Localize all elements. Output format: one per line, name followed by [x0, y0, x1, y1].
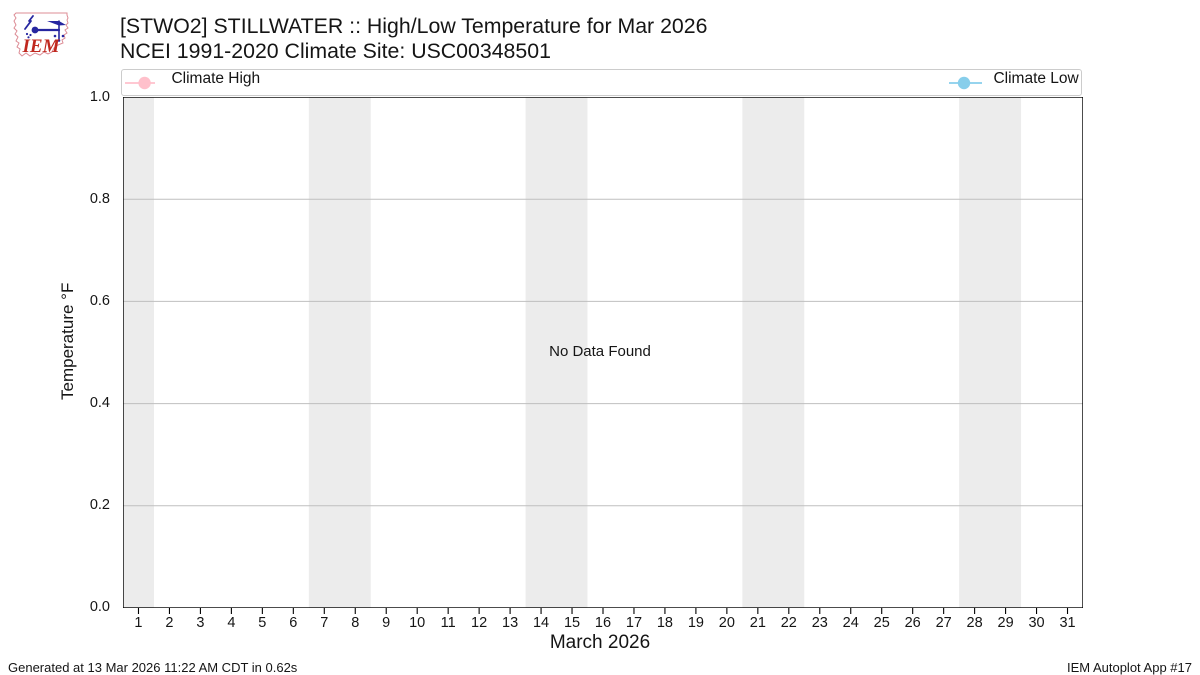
- svg-text:No Data Found: No Data Found: [549, 343, 651, 360]
- svg-text:IEM: IEM: [22, 36, 61, 57]
